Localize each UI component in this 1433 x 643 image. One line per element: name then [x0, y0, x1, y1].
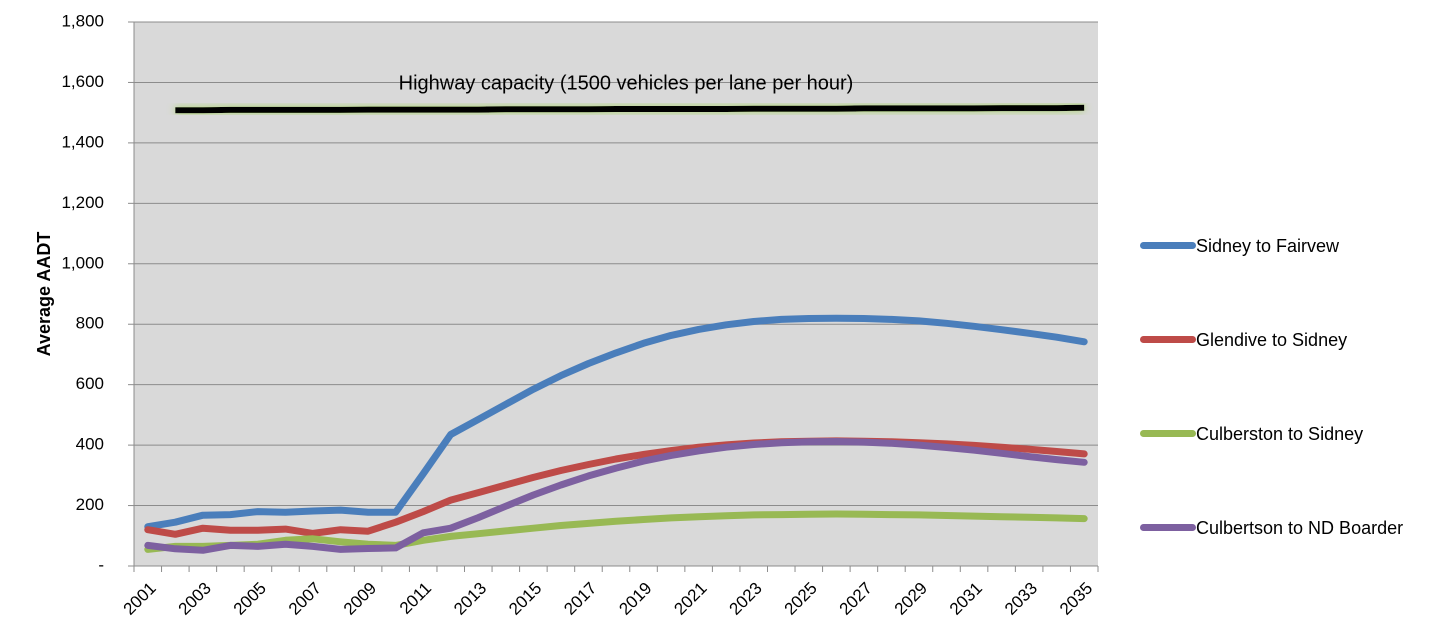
- legend-swatch: [1140, 430, 1196, 437]
- x-tick-label: 2013: [450, 579, 490, 619]
- legend-swatch: [1140, 242, 1196, 249]
- plot-area: [134, 22, 1098, 566]
- x-tick-label: 2009: [340, 579, 380, 619]
- series-line: [144, 438, 1088, 554]
- x-tick-label: 2035: [1056, 579, 1096, 619]
- x-tick-label: 2023: [726, 579, 766, 619]
- x-tick-label: 2005: [230, 579, 270, 619]
- x-tick-label: 2033: [1001, 579, 1041, 619]
- x-tick-label: 2003: [175, 579, 215, 619]
- legend-label: Sidney to Fairvew: [1196, 236, 1340, 256]
- y-tick-label: 1,200: [61, 193, 104, 212]
- x-tick-label: 2021: [670, 579, 710, 619]
- x-tick-label: 2019: [615, 579, 655, 619]
- x-tick-label: 2029: [891, 579, 931, 619]
- y-tick-label: 200: [76, 495, 104, 514]
- legend-item: Glendive to Sidney: [1140, 327, 1406, 353]
- legend-label: Culberston to Sidney: [1196, 424, 1364, 444]
- x-tick-label: 2015: [505, 579, 545, 619]
- x-tick-label: 2027: [836, 579, 876, 619]
- legend-item: Culberston to Sidney: [1140, 421, 1406, 447]
- annotation-text: Highway capacity (1500 vehicles per lane…: [399, 72, 854, 94]
- series-line: [144, 314, 1088, 531]
- y-tick-label: 600: [76, 374, 104, 393]
- y-tick-label: 1,600: [61, 72, 104, 91]
- y-tick-label: 800: [76, 314, 104, 333]
- x-tick-label: 2011: [396, 579, 435, 618]
- y-tick-label: 1,800: [61, 11, 104, 30]
- capacity-line: [175, 104, 1085, 114]
- legend-label: Glendive to Sidney: [1196, 330, 1348, 350]
- x-tick-label: 2001: [120, 579, 160, 619]
- x-tick-label: 2007: [285, 579, 325, 619]
- x-tick-label: 2031: [946, 579, 986, 619]
- legend-swatch: [1140, 336, 1196, 343]
- legend-label: Culbertson to ND Boarder: [1196, 518, 1404, 538]
- y-tick-label: 1,400: [61, 132, 104, 151]
- y-axis-label: Average AADT: [34, 232, 54, 357]
- x-tick-label: 2025: [781, 579, 821, 619]
- series-line: [144, 510, 1088, 553]
- legend-item: Sidney to Fairvew: [1140, 233, 1406, 259]
- legend-swatch: [1140, 524, 1196, 531]
- x-tick-label: 2017: [560, 579, 600, 619]
- legend-item: Culbertson to ND Boarder: [1140, 515, 1406, 541]
- y-tick-label: -: [98, 555, 104, 574]
- y-tick-label: 1,000: [61, 253, 104, 272]
- y-tick-label: 400: [76, 435, 104, 454]
